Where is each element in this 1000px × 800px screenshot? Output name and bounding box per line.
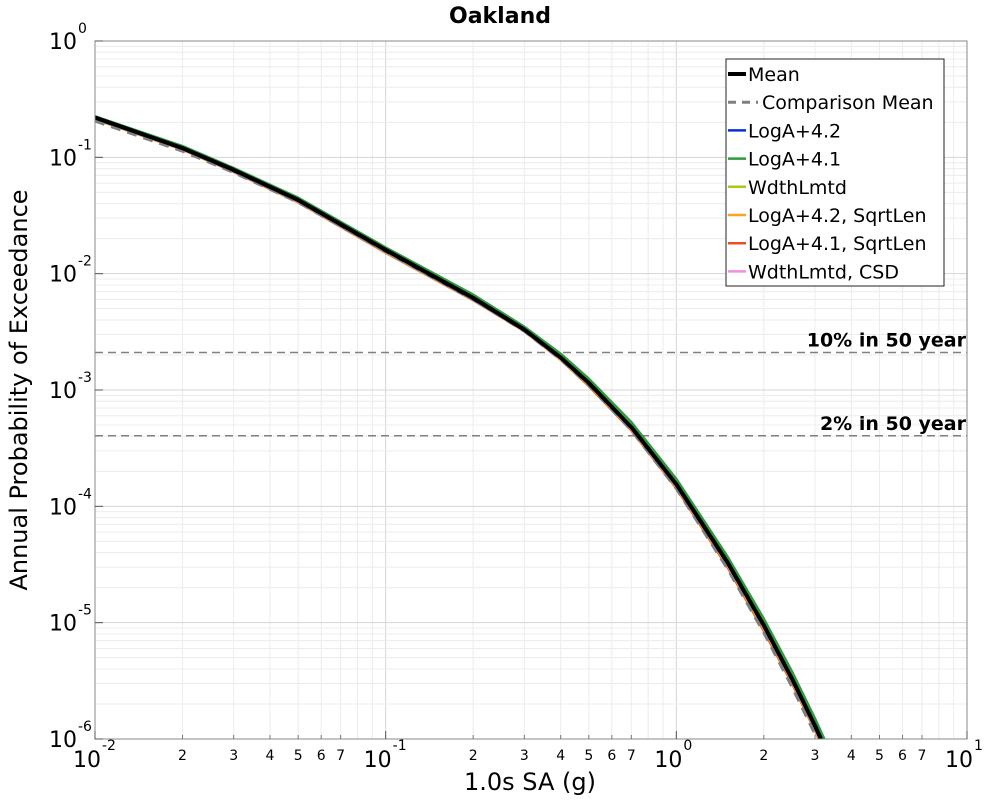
x-minor-tick-label: 4 [847,748,856,764]
y-tick-label: 10 [49,612,77,637]
x-tick-label: 10 [945,748,973,773]
x-minor-tick-label: 3 [811,748,820,764]
series-line-loga-4-1 [95,115,826,739]
y-tick-exponent: -1 [78,137,92,153]
legend-label: LogA+4.2, SqrtLen [748,205,927,227]
y-axis-label: Annual Probability of Exceedance [5,189,33,590]
y-tick-label: 10 [49,30,77,55]
y-tick-exponent: -4 [78,486,92,502]
x-minor-tick-label: 2 [178,748,187,764]
x-tick-exponent: -1 [393,738,407,754]
series-line-loga-4-2 [95,117,822,739]
series-lines [95,115,826,739]
legend-label: LogA+4.2 [748,120,841,142]
x-minor-tick-label: 7 [918,748,927,764]
legend: Mean Comparison Mean LogA+4.2 LogA+4.1 WdthL… [725,58,945,287]
y-tick-exponent: -3 [78,370,92,386]
x-minor-tick-label: 7 [336,748,345,764]
series-line-comparison-mean [95,119,819,739]
legend-label: WdthLmtd, CSD [748,261,899,283]
x-tick-label: 10 [654,748,682,773]
reference-lines: 10% in 50 year 2% in 50 year [95,330,967,437]
x-minor-tick-label: 6 [317,748,326,764]
legend-label: WdthLmtd [748,177,847,199]
y-tick-label: 10 [49,146,77,171]
x-tick-label: 10 [364,748,392,773]
grid [94,41,967,740]
series-line-wdthlmtd [95,116,823,739]
legend-label: LogA+4.1 [748,149,841,171]
series-line-loga-4-2-sqrtlen [95,118,821,739]
y-tick-exponent: 0 [78,21,87,37]
legend-box [725,58,945,287]
reference-line-label: 10% in 50 year [807,330,967,352]
x-minor-tick-label: 3 [229,748,238,764]
x-minor-tick-label: 2 [469,748,478,764]
x-tick-exponent: 0 [683,738,692,754]
x-minor-tick-label: 4 [556,748,565,764]
series-line-wdthlmtd-csd [95,117,821,739]
y-tick-label: 10 [49,263,77,288]
y-tick-label: 10 [49,728,77,753]
y-tick-exponent: -2 [78,254,92,270]
x-minor-tick-label: 5 [294,748,303,764]
legend-label: Mean [748,64,800,86]
x-minor-tick-label: 6 [898,748,907,764]
legend-label: Comparison Mean [762,92,934,114]
x-minor-tick-label: 7 [627,748,636,764]
x-tick-label: 10 [73,748,101,773]
x-tick-exponent: -2 [102,738,116,754]
series-line-mean [95,115,824,739]
y-tick-exponent: -5 [78,603,92,619]
chart-title: Oakland [449,4,551,29]
x-minor-tick-label: 2 [759,748,768,764]
x-minor-tick-label: 5 [875,748,884,764]
x-minor-tick-label: 6 [607,748,616,764]
x-tick-exponent: 1 [974,738,983,754]
y-tick-label: 10 [49,495,77,520]
y-tick-exponent: -6 [78,719,92,735]
x-axis-label: 1.0s SA (g) [464,768,596,796]
y-tick-label: 10 [49,379,77,404]
x-minor-tick-label: 4 [266,748,275,764]
x-minor-tick-label: 5 [584,748,593,764]
series-line-loga-4-1-sqrtlen [95,117,821,739]
reference-line-label: 2% in 50 year [820,413,967,435]
legend-label: LogA+4.1, SqrtLen [748,233,927,255]
x-minor-tick-label: 3 [520,748,529,764]
